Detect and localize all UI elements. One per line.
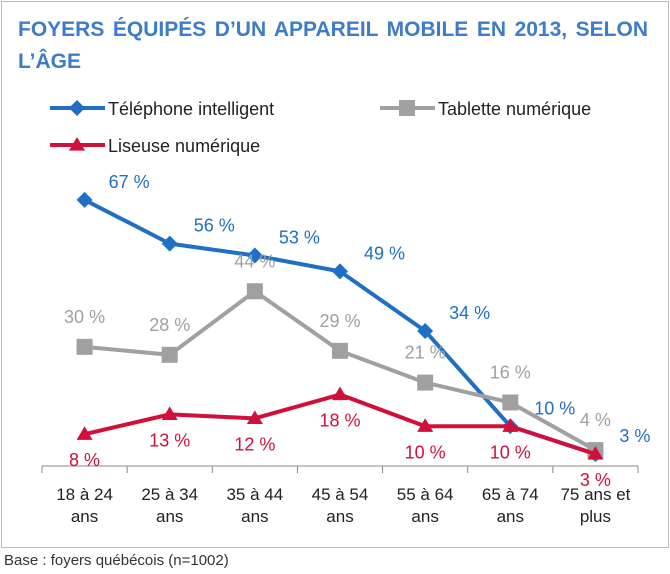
data-label: 34 % — [449, 303, 490, 323]
note: Base : foyers québécois (n=1002) — [4, 552, 229, 569]
data-label: 10 % — [534, 398, 575, 418]
marker — [502, 394, 519, 411]
data-label: 56 % — [194, 216, 235, 236]
data-label: 53 % — [279, 228, 320, 248]
data-label: 13 % — [149, 430, 190, 450]
data-label: 21 % — [405, 343, 446, 363]
x-tick-label: 65 à 74 ans — [481, 485, 539, 526]
x-tick-label: 75 ans et plus — [560, 485, 631, 526]
marker — [76, 426, 93, 440]
data-label: 3 % — [619, 426, 650, 446]
data-label: 49 % — [364, 243, 405, 263]
marker — [76, 338, 93, 355]
data-label: 10 % — [490, 442, 531, 462]
data-label: 10 % — [405, 442, 446, 462]
x-tick-label: 18 à 24 ans — [56, 485, 113, 526]
data-label: 29 % — [319, 311, 360, 331]
data-label: 44 % — [234, 251, 275, 271]
x-tick-label: 45 à 54 ans — [311, 485, 369, 526]
marker — [76, 191, 93, 208]
legend-label: Téléphone intelligent — [108, 99, 274, 119]
marker — [246, 247, 263, 264]
data-label: 12 % — [234, 434, 275, 454]
marker — [417, 322, 434, 339]
legend-label: Tablette numérique — [438, 99, 591, 119]
marker — [417, 418, 434, 432]
marker — [69, 137, 85, 151]
frame — [1, 1, 669, 548]
data-label: 8 % — [69, 450, 100, 470]
marker — [246, 283, 263, 300]
marker — [161, 406, 178, 420]
marker — [587, 446, 604, 460]
marker — [246, 410, 263, 424]
data-label: 28 % — [149, 315, 190, 335]
data-label: 3 % — [580, 470, 611, 490]
marker — [161, 346, 178, 363]
marker — [417, 374, 434, 391]
chart-title: FOYERS ÉQUIPÉS D’UN APPAREIL MOBILE EN 2… — [18, 18, 648, 73]
x-tick-label: 55 à 64 ans — [396, 485, 454, 526]
marker — [69, 100, 85, 116]
data-label: 4 % — [580, 410, 611, 430]
marker — [332, 342, 348, 359]
marker — [332, 386, 348, 401]
marker — [502, 418, 519, 432]
legend-label: Liseuse numérique — [108, 136, 260, 156]
data-label: 18 % — [319, 411, 360, 431]
data-label: 67 % — [109, 172, 150, 192]
x-tick-label: 25 à 34 ans — [141, 485, 199, 526]
marker — [332, 263, 348, 280]
marker — [161, 235, 178, 252]
marker — [399, 100, 415, 116]
data-label: 16 % — [490, 362, 531, 382]
x-tick-label: 35 à 44 ans — [226, 485, 284, 526]
data-label: 30 % — [64, 307, 105, 327]
